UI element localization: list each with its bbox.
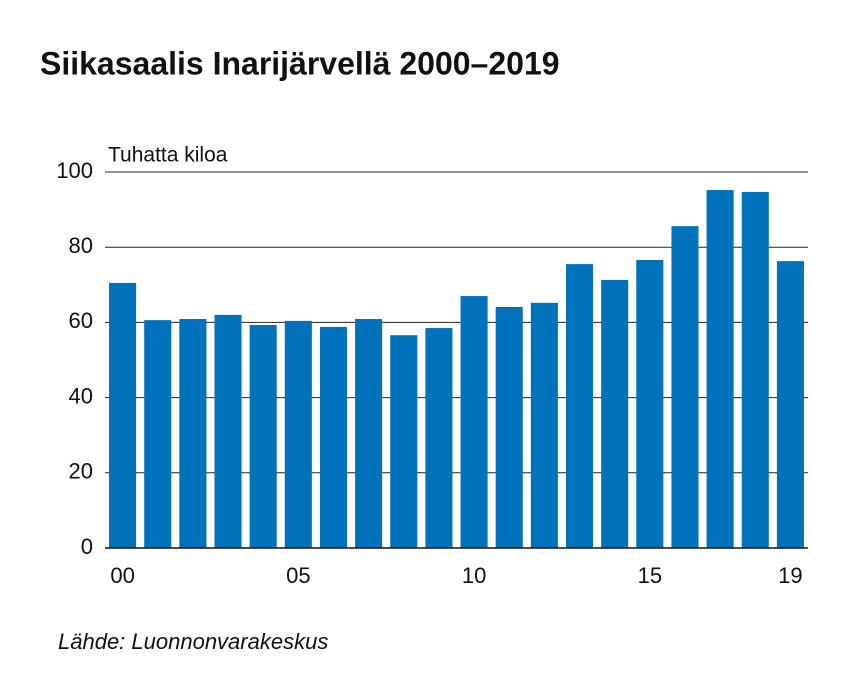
bar bbox=[671, 226, 699, 549]
bar bbox=[425, 328, 453, 548]
bar bbox=[741, 191, 769, 549]
y-tick-label: 60 bbox=[69, 308, 93, 333]
bar bbox=[319, 326, 348, 548]
bar bbox=[636, 259, 664, 548]
y-tick-label: 100 bbox=[56, 158, 93, 183]
x-tick-label: 10 bbox=[462, 563, 486, 588]
bar bbox=[530, 302, 558, 548]
x-tick-label: 05 bbox=[286, 563, 310, 588]
bar bbox=[776, 261, 804, 548]
y-tick-label: 80 bbox=[69, 233, 93, 258]
x-tick-label: 15 bbox=[638, 563, 662, 588]
y-tick-label: 40 bbox=[69, 383, 93, 408]
x-tick-label: 19 bbox=[778, 563, 802, 588]
bar bbox=[390, 335, 418, 548]
bar bbox=[355, 319, 383, 548]
y-tick-label: 20 bbox=[69, 459, 93, 484]
bar bbox=[601, 279, 629, 548]
bar bbox=[460, 296, 488, 548]
chart-title: Siikasaalis Inarijärvellä 2000–2019 bbox=[40, 45, 560, 81]
y-tick-label: 0 bbox=[81, 534, 93, 559]
bar bbox=[284, 320, 312, 548]
source: Lähde: Luonnonvarakeskus bbox=[58, 629, 328, 654]
bar bbox=[249, 325, 277, 548]
bar bbox=[565, 264, 594, 548]
bar bbox=[144, 320, 172, 548]
x-tick-label: 00 bbox=[110, 563, 134, 588]
bar bbox=[495, 306, 523, 548]
bar bbox=[214, 314, 242, 548]
bar bbox=[109, 282, 137, 548]
y-axis-label: Tuhatta kiloa bbox=[108, 144, 228, 167]
bar bbox=[179, 319, 207, 548]
bar bbox=[706, 190, 734, 548]
